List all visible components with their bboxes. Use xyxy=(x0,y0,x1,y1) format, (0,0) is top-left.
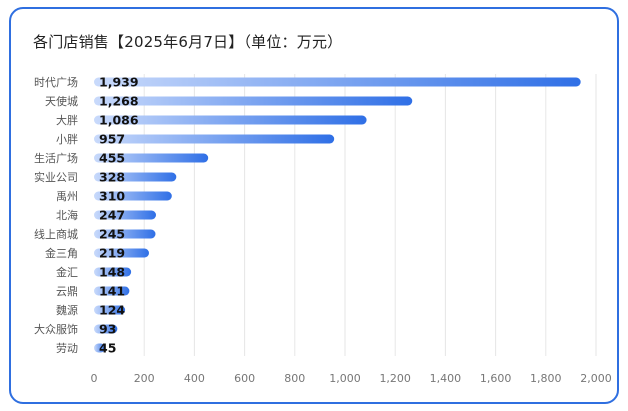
category-label: 大胖 xyxy=(56,113,78,127)
data-label: 141 xyxy=(99,284,125,299)
data-label: 148 xyxy=(99,265,125,280)
bar xyxy=(94,134,335,144)
bar xyxy=(94,324,118,334)
category-label: 实业公司 xyxy=(34,170,78,184)
bar xyxy=(94,229,156,239)
bar xyxy=(94,343,106,353)
data-label: 957 xyxy=(99,132,125,147)
category-label: 禹州 xyxy=(56,190,78,203)
data-label: 45 xyxy=(99,341,116,356)
chart-card: 各门店销售【2025年6月7日】（单位：万元） xyxy=(9,7,619,404)
x-tick-label: 1,000 xyxy=(329,372,361,385)
category-label: 小胖 xyxy=(56,133,78,146)
category-label: 生活广场 xyxy=(34,151,78,165)
x-tick-label: 400 xyxy=(184,372,205,385)
bar xyxy=(94,77,581,87)
bar xyxy=(94,305,126,315)
data-label: 1,086 xyxy=(99,113,139,128)
x-tick-label: 1,200 xyxy=(379,372,411,385)
chart-title: 各门店销售【2025年6月7日】（单位：万元） xyxy=(33,33,343,51)
data-label: 310 xyxy=(99,189,125,204)
data-label: 455 xyxy=(99,151,125,166)
category-label: 金三角 xyxy=(45,246,78,260)
bar xyxy=(94,248,149,258)
x-tick-label: 1,800 xyxy=(530,372,562,385)
category-label: 天使城 xyxy=(45,95,78,108)
bar xyxy=(94,210,156,220)
category-label: 云鼎 xyxy=(56,285,78,298)
category-labels: 时代广场天使城大胖小胖生活广场实业公司禹州北海线上商城金三角金汇云鼎魏源大众服饰… xyxy=(34,75,78,355)
data-label: 124 xyxy=(99,303,125,318)
value-labels: 1,939 1,268 1,086 957 455 328 310 247 245 219 148 1… xyxy=(99,75,139,356)
bar xyxy=(94,172,177,182)
category-label: 金汇 xyxy=(56,265,78,279)
category-label: 线上商城 xyxy=(34,227,78,241)
x-tick-label: 0 xyxy=(91,372,98,385)
data-label: 247 xyxy=(99,208,125,223)
x-axis-ticks: 0 200 400 600 800 1,000 1,200 1,400 1,600 1,800 2,… xyxy=(91,372,612,385)
data-label: 1,939 xyxy=(99,75,139,90)
x-tick-label: 200 xyxy=(134,372,155,385)
bar xyxy=(94,286,130,296)
bars xyxy=(94,77,581,353)
x-tick-label: 1,400 xyxy=(430,372,462,385)
x-tick-label: 800 xyxy=(284,372,305,385)
bar xyxy=(94,115,367,125)
data-label: 219 xyxy=(99,246,125,261)
x-tick-label: 600 xyxy=(234,372,255,385)
bar xyxy=(94,191,172,201)
category-label: 北海 xyxy=(56,208,78,222)
bar xyxy=(94,96,413,106)
category-label: 大众服饰 xyxy=(34,322,78,336)
category-label: 劳动 xyxy=(56,342,78,355)
bar xyxy=(94,153,209,163)
x-tick-label: 2,000 xyxy=(580,372,612,385)
x-tick-label: 1,600 xyxy=(480,372,512,385)
data-label: 1,268 xyxy=(99,94,139,109)
bar xyxy=(94,267,132,277)
data-label: 328 xyxy=(99,170,125,185)
data-label: 93 xyxy=(99,322,116,337)
data-label: 245 xyxy=(99,227,125,242)
category-label: 魏源 xyxy=(56,303,78,317)
category-label: 时代广场 xyxy=(34,75,78,89)
